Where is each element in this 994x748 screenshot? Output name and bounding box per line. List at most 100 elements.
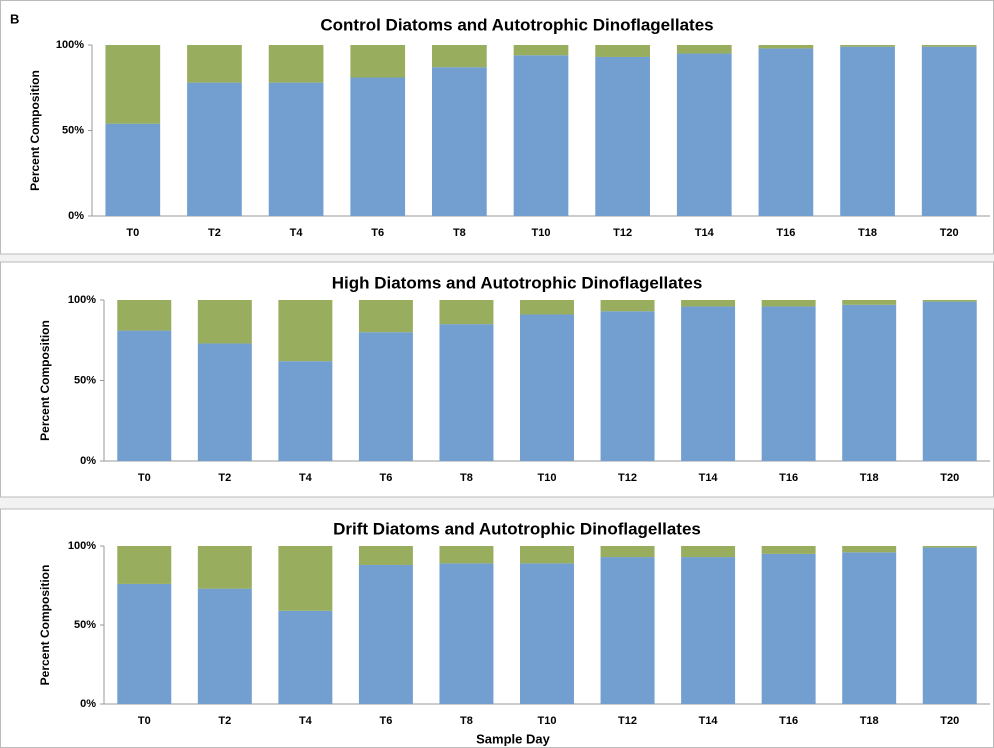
x-tick-label: T6: [379, 715, 392, 727]
bar-segment: [681, 300, 736, 307]
bar-segment: [681, 557, 736, 704]
bar-segment: [187, 45, 242, 83]
bar-segment: [432, 67, 487, 216]
x-tick-label: T2: [218, 715, 231, 727]
bar-segment: [117, 300, 172, 331]
bar-segment: [197, 300, 252, 344]
x-tick-label: T16: [779, 472, 798, 484]
x-tick-label: T0: [138, 472, 151, 484]
bar-segment: [922, 546, 977, 548]
bar-segment: [761, 546, 816, 554]
x-tick-label: T6: [379, 472, 392, 484]
x-tick-label: T14: [695, 227, 715, 239]
bar-segment: [840, 45, 895, 47]
x-tick-label: T20: [940, 227, 959, 239]
x-tick-label: T0: [138, 715, 151, 727]
y-axis-label: Percent Composition: [28, 70, 42, 191]
bar-segment: [921, 46, 977, 217]
bar-segment: [197, 588, 252, 704]
x-tick-label: T20: [940, 472, 959, 484]
bar-segment: [600, 557, 655, 704]
bar-segment: [842, 304, 897, 461]
y-tick-label: 100%: [68, 540, 96, 552]
bar-segment: [117, 330, 172, 461]
bar-segment: [105, 123, 161, 216]
bar-segment: [439, 324, 494, 461]
x-tick-label: T12: [618, 715, 637, 727]
bar-segment: [268, 45, 324, 83]
bar-segment: [600, 300, 655, 312]
bar-segment: [513, 45, 569, 56]
x-tick-label: T18: [860, 715, 879, 727]
x-tick-label: T16: [776, 227, 795, 239]
x-tick-label: T8: [460, 715, 473, 727]
bar-segment: [358, 300, 413, 333]
bar-segment: [520, 300, 574, 315]
bar-segment: [758, 48, 814, 216]
chart-title: Control Diatoms and Autotrophic Dinoflag…: [320, 15, 713, 34]
bar-segment: [600, 546, 655, 558]
bar-segment: [761, 306, 816, 461]
bar-segment: [520, 314, 574, 461]
y-tick-label: 50%: [62, 124, 84, 136]
y-tick-label: 50%: [74, 374, 96, 386]
bar-segment: [187, 82, 242, 217]
bar-segment: [432, 45, 487, 68]
y-axis-label: Percent Composition: [38, 320, 52, 441]
y-tick-label: 0%: [80, 455, 96, 467]
bar-segment: [439, 563, 494, 704]
x-tick-label: T4: [299, 472, 313, 484]
y-tick-label: 0%: [80, 698, 96, 710]
x-tick-label: T12: [613, 227, 632, 239]
y-axis-label: Percent Composition: [38, 565, 52, 686]
x-tick-label: T4: [290, 227, 304, 239]
bar-segment: [676, 45, 732, 54]
bar-segment: [595, 45, 650, 57]
bar-segment: [117, 546, 172, 584]
bar-segment: [350, 77, 406, 217]
bar-segment: [358, 564, 413, 704]
bar-segment: [761, 300, 816, 307]
separator: [0, 497, 994, 509]
x-tick-label: T18: [860, 472, 879, 484]
separator: [0, 254, 994, 262]
bar-segment: [105, 45, 161, 124]
x-tick-label: T10: [538, 472, 557, 484]
bar-segment: [595, 56, 650, 216]
x-tick-label: T16: [779, 715, 798, 727]
x-tick-label: T20: [940, 715, 959, 727]
panel-label: B: [10, 11, 19, 26]
bar-segment: [278, 300, 333, 362]
x-tick-label: T0: [126, 227, 139, 239]
bar-segment: [842, 552, 897, 704]
bar-segment: [758, 45, 814, 49]
bar-segment: [840, 46, 895, 217]
bar-segment: [197, 343, 252, 461]
bar-segment: [520, 546, 574, 564]
bar-segment: [268, 82, 324, 217]
bar-segment: [681, 306, 736, 461]
x-tick-label: T12: [618, 472, 637, 484]
x-tick-label: T2: [218, 472, 231, 484]
x-axis-label: Sample Day: [476, 731, 550, 746]
bar-segment: [513, 55, 569, 217]
bar-segment: [350, 45, 406, 78]
x-tick-label: T8: [460, 472, 473, 484]
y-tick-label: 50%: [74, 619, 96, 631]
y-tick-label: 0%: [68, 210, 84, 222]
x-tick-label: T6: [371, 227, 384, 239]
x-tick-label: T2: [208, 227, 221, 239]
bar-segment: [358, 332, 413, 461]
x-tick-label: T14: [699, 715, 719, 727]
bar-segment: [439, 300, 494, 325]
bar-segment: [921, 45, 977, 47]
bar-segment: [842, 300, 897, 305]
bar-segment: [278, 546, 333, 611]
bar-segment: [520, 563, 574, 704]
bar-segment: [922, 300, 977, 302]
chart-title: High Diatoms and Autotrophic Dinoflagell…: [332, 273, 703, 292]
x-tick-label: T10: [538, 715, 557, 727]
bar-segment: [358, 546, 413, 565]
x-tick-label: T10: [532, 227, 551, 239]
bar-segment: [600, 311, 655, 461]
